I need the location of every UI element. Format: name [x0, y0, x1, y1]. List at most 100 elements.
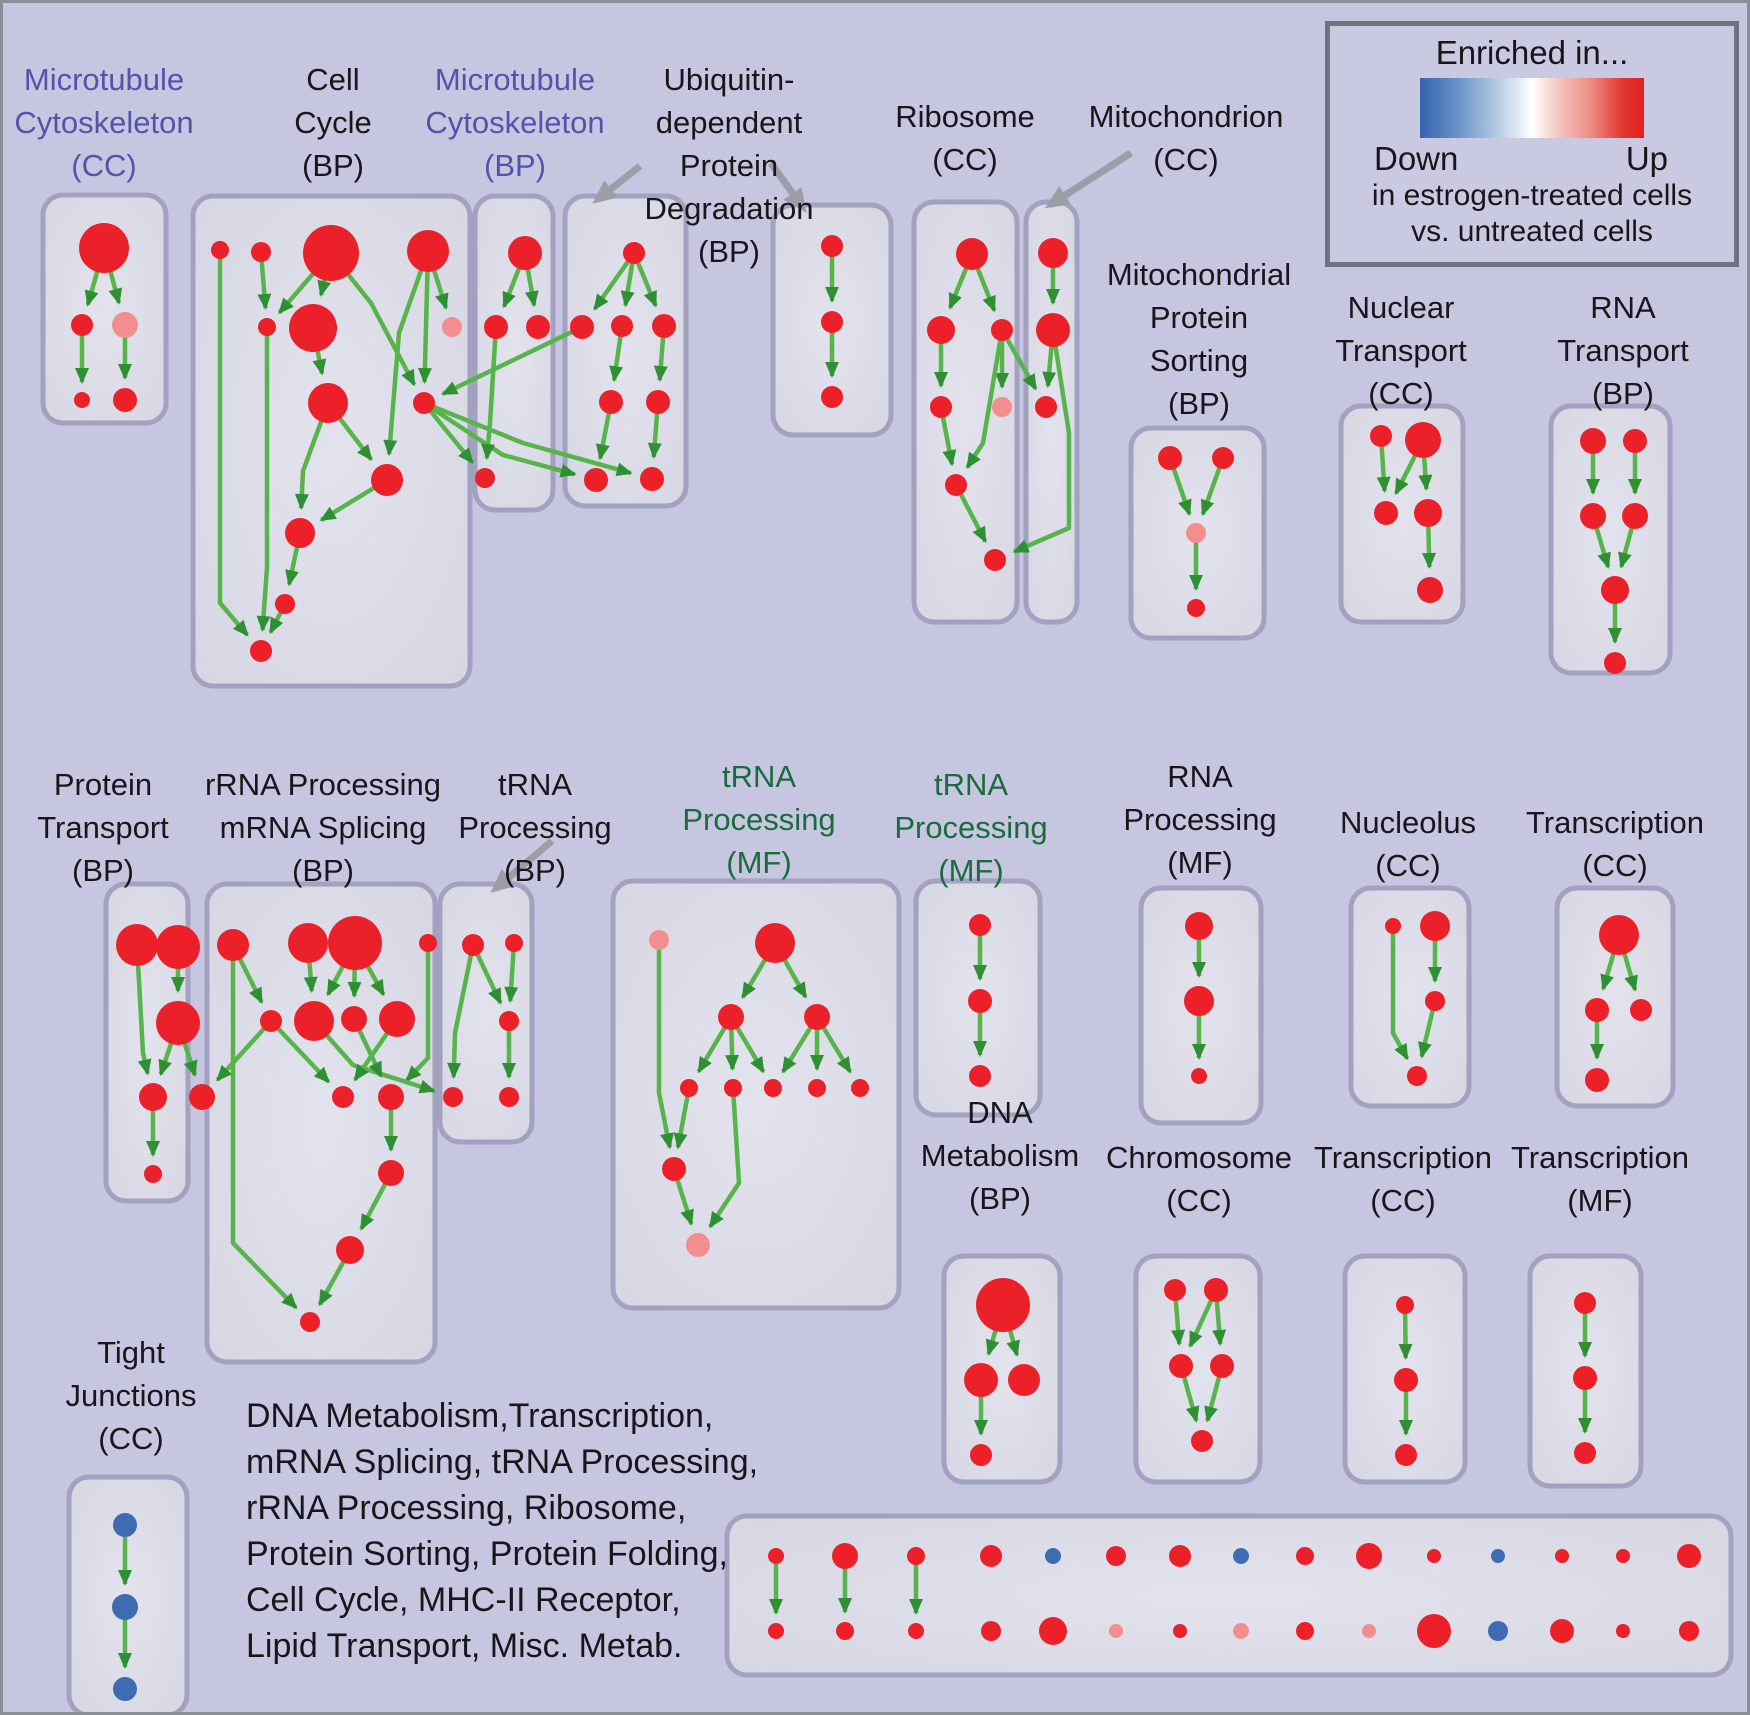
cluster-label-nucleolus-cc: Nucleolus (CC): [1339, 805, 1477, 883]
edge-arrow-d2-b9: [441, 324, 583, 396]
gene-set-node-l6: [294, 1001, 334, 1041]
gene-set-node-a3: [112, 312, 138, 338]
gene-set-node-i5: [1417, 577, 1443, 603]
gene-set-node-w3: [113, 1677, 137, 1701]
edge-arrow-c2-c4: [481, 326, 499, 461]
edge-arrow-m2-m3: [504, 942, 519, 1004]
gene-set-node-b2: [251, 242, 271, 262]
gene-set-node-a4: [74, 392, 90, 408]
gene-set-node-x5t: [1045, 1548, 1061, 1564]
gene-set-node-f2: [927, 316, 955, 344]
gene-set-node-l11: [378, 1084, 404, 1110]
gene-set-node-r3: [1630, 999, 1652, 1021]
edge-arrow-b8-b11: [294, 402, 331, 511]
gene-set-node-x4t: [980, 1545, 1002, 1567]
label-pointer-arrow-4: [490, 838, 555, 893]
cluster-box-chromosome: [1133, 1253, 1263, 1485]
misc-terms-note: DNA Metabolism,Transcription, mRNA Splic…: [246, 1397, 759, 1665]
gene-set-node-l5: [260, 1010, 282, 1032]
gene-set-node-t5: [1191, 1430, 1213, 1452]
gene-set-node-x1b: [768, 1623, 784, 1639]
gene-set-node-x6t: [1106, 1546, 1126, 1566]
cluster-label-chromosome-cc: Chromosome (CC): [1105, 1140, 1293, 1218]
edge-arrow-n1-n10: [656, 940, 674, 1150]
cluster-label-rrna-processing-mrna-splicing-bp: rRNA Processing mRNA Splicing (BP): [204, 767, 442, 888]
gene-set-node-n1: [649, 930, 669, 950]
gene-set-node-i2: [1405, 422, 1441, 458]
gene-set-node-x8t: [1233, 1548, 1249, 1564]
gene-set-node-x9t: [1296, 1547, 1314, 1565]
gene-set-node-p1: [1185, 912, 1213, 940]
gene-set-node-c1: [508, 236, 542, 270]
gene-set-node-k4: [139, 1083, 167, 1111]
cluster-label-nuclear-transport-cc: Nuclear Transport (CC): [1335, 290, 1467, 411]
gene-set-node-k2: [156, 925, 200, 969]
gene-set-node-x11b: [1417, 1614, 1451, 1648]
gene-set-node-n11: [686, 1233, 710, 1257]
edge-arrow-l1-l14: [230, 945, 298, 1310]
gene-set-node-f6: [945, 474, 967, 496]
gene-set-node-d5: [599, 390, 623, 414]
cluster-label-transcription-mf: Transcription (MF): [1510, 1140, 1690, 1218]
gene-set-node-m4: [443, 1087, 463, 1107]
gene-set-node-a5: [113, 388, 137, 412]
gene-set-node-s2: [964, 1363, 998, 1397]
gene-set-node-i1: [1370, 425, 1392, 447]
legend-subtitle-1: in estrogen-treated cells: [1371, 179, 1693, 212]
cluster-box-transcription-cc-mid: [1554, 885, 1676, 1109]
edge-arrow-l4-l11: [405, 943, 431, 1082]
gene-set-node-e2: [821, 311, 843, 333]
gene-set-node-w2: [112, 1594, 138, 1620]
gene-set-node-n10: [662, 1157, 686, 1181]
gene-set-node-d6: [646, 390, 670, 414]
gene-set-node-b9: [413, 392, 435, 414]
cluster-label-transcription-cc-mid: Transcription (CC): [1525, 805, 1705, 883]
gene-set-node-x11t: [1427, 1549, 1441, 1563]
legend-down-label: Down: [1374, 140, 1459, 177]
gene-set-node-l12: [378, 1160, 404, 1186]
gene-set-node-c2: [484, 315, 508, 339]
label-pointer-arrow-3: [1044, 150, 1133, 209]
gene-set-node-f3: [991, 319, 1013, 341]
edge-arrow-l5-l9: [215, 1019, 273, 1082]
gene-set-node-q3: [1425, 991, 1445, 1011]
gene-set-node-f7: [984, 549, 1006, 571]
gene-set-node-t1: [1164, 1279, 1186, 1301]
edge-arrow-f3-f6: [965, 329, 1005, 470]
label-pointer-arrow-1: [592, 163, 643, 204]
gene-set-node-q4: [1407, 1066, 1427, 1086]
gene-set-node-p2: [1184, 986, 1214, 1016]
gene-set-node-x15t: [1677, 1544, 1701, 1568]
cluster-label-ribosome-cc: Ribosome (CC): [895, 99, 1035, 177]
gene-set-node-x12b: [1488, 1621, 1508, 1641]
cluster-label-protein-transport-bp: Protein Transport (BP): [37, 767, 169, 888]
gene-set-node-j2: [1623, 429, 1647, 453]
gene-set-node-a1: [79, 223, 129, 273]
gene-set-node-n7: [764, 1079, 782, 1097]
gene-set-node-l3: [328, 916, 382, 970]
gene-set-node-a2: [71, 314, 93, 336]
gene-set-node-x13b: [1550, 1619, 1574, 1643]
cluster-box-mt-cc: [40, 192, 169, 426]
gene-set-node-h2: [1212, 447, 1234, 469]
gene-set-node-b3: [303, 225, 359, 281]
gene-set-node-g3: [1035, 396, 1057, 418]
gene-set-node-n4: [804, 1004, 830, 1030]
gene-set-node-q1: [1385, 918, 1401, 934]
gene-set-node-m5: [499, 1087, 519, 1107]
edge-arrow-n6-n11: [708, 1087, 742, 1229]
gene-set-node-o1: [969, 914, 991, 936]
gene-set-node-l14: [300, 1312, 320, 1332]
gene-set-node-n9: [851, 1079, 869, 1097]
gene-set-node-x3t: [907, 1547, 925, 1565]
gene-set-node-n3: [718, 1004, 744, 1030]
gene-set-node-o3: [969, 1065, 991, 1087]
gene-set-node-m3: [499, 1011, 519, 1031]
gene-set-node-x4b: [981, 1621, 1001, 1641]
edge-arrow-g2-f7: [1012, 329, 1072, 554]
cluster-box-nuclear-transport: [1338, 403, 1466, 625]
edge-arrow-l5-l10: [269, 1019, 331, 1084]
gene-set-node-b11: [285, 518, 315, 548]
gene-set-node-k3: [156, 1001, 200, 1045]
gene-set-node-v1: [1574, 1292, 1596, 1314]
